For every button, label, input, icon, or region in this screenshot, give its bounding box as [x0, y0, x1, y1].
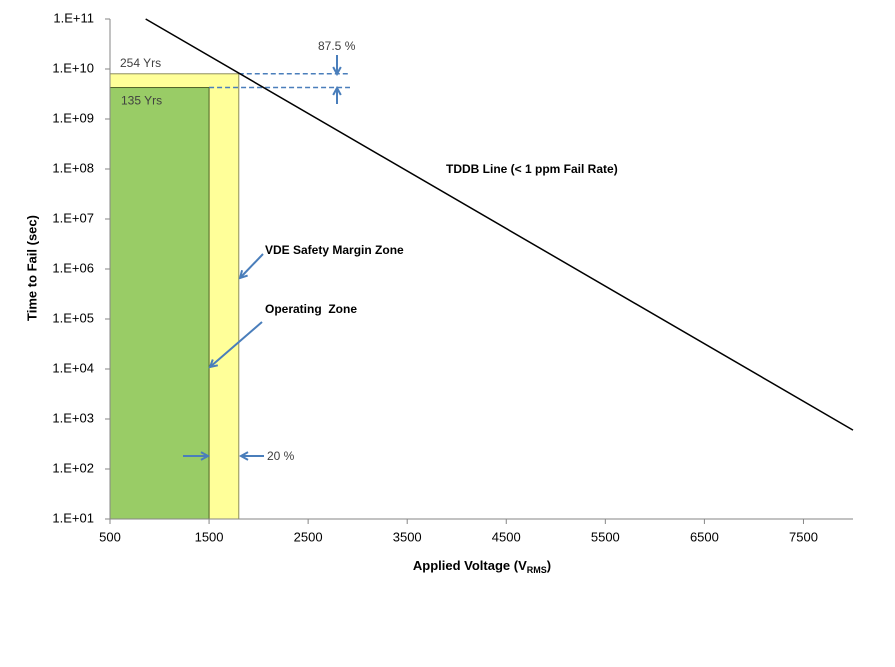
arrow-head — [208, 359, 219, 369]
x-tick-label: 3500 — [393, 529, 422, 544]
zone — [109, 87, 210, 520]
x-axis-label-sub: RMS — [527, 565, 547, 575]
x-axis-label-main: Applied Voltage (V — [413, 558, 527, 573]
margin-label: 87.5 % — [318, 39, 356, 53]
y-tick-label: 1.E+10 — [52, 60, 94, 75]
zone-label: VDE Safety Margin Zone — [265, 243, 404, 257]
x-tick-label: 500 — [99, 529, 121, 544]
y-axis-label: Time to Fail (sec) — [24, 215, 39, 321]
y-tick-label: 1.E+09 — [52, 110, 94, 125]
x-axis-label: Applied Voltage (VRMS) — [413, 558, 551, 575]
x-tick-label: 2500 — [294, 529, 323, 544]
zone-top-label: 254 Yrs — [120, 56, 161, 70]
y-tick-label: 1.E+01 — [52, 510, 94, 525]
arrow — [209, 321, 263, 368]
y-tick-label: 1.E+08 — [52, 160, 94, 175]
arrow-head — [238, 451, 249, 461]
margin-label: 20 % — [267, 449, 295, 463]
y-tick-label: 1.E+05 — [52, 310, 94, 325]
y-tick-label: 1.E+02 — [52, 460, 94, 475]
zone-label: Operating Zone — [265, 302, 357, 316]
x-tick-label: 5500 — [591, 529, 620, 544]
arrow — [239, 253, 264, 279]
x-tick-label: 1500 — [195, 529, 224, 544]
y-tick-label: 1.E+07 — [52, 210, 94, 225]
line-label: TDDB Line (< 1 ppm Fail Rate) — [446, 162, 618, 176]
x-tick-label: 6500 — [690, 529, 719, 544]
x-tick-label: 4500 — [492, 529, 521, 544]
x-axis-label-close: ) — [547, 558, 551, 573]
x-tick-label: 7500 — [789, 529, 818, 544]
arrow-head — [238, 270, 248, 280]
y-tick-label: 1.E+03 — [52, 410, 94, 425]
y-tick-label: 1.E+11 — [53, 10, 94, 25]
arrow-head — [200, 451, 211, 461]
y-tick-label: 1.E+04 — [52, 360, 94, 375]
y-tick-label: 1.E+06 — [52, 260, 94, 275]
zone-top-label: 135 Yrs — [121, 94, 162, 108]
arrow-head — [332, 66, 342, 77]
arrow-head — [332, 85, 342, 96]
plot-area: 254 Yrs 135 Yrs — [109, 18, 854, 520]
tddb-line — [145, 18, 854, 431]
